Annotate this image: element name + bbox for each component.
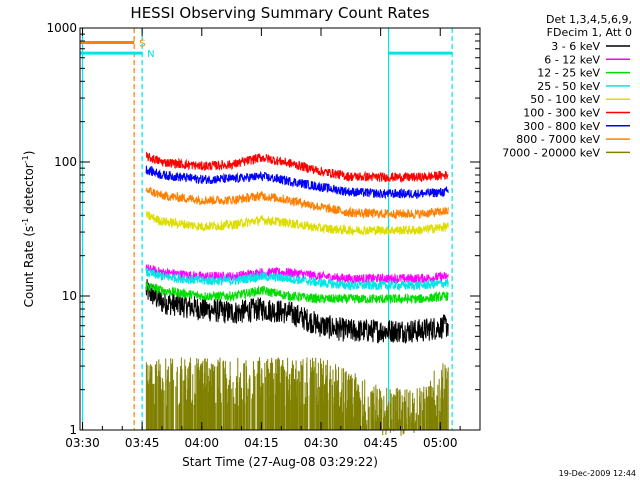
- series-2: [145, 281, 449, 305]
- legend-label: 800 - 7000 keV: [516, 133, 600, 146]
- legend-label: 300 - 800 keV: [523, 120, 600, 133]
- series-line: [145, 279, 449, 344]
- y-tick-label: 1: [69, 423, 77, 437]
- series-4: [145, 211, 449, 236]
- plot-frame: [79, 27, 481, 431]
- chart-title: HESSI Observing Summary Count Rates: [130, 4, 429, 22]
- y-tick-label: 100: [54, 155, 77, 169]
- series-line: [145, 151, 449, 183]
- flag-label: N: [147, 49, 154, 60]
- series-line: [145, 165, 449, 200]
- series-line: [145, 263, 449, 285]
- series-1: [145, 263, 449, 285]
- plot-area: SN: [80, 28, 453, 436]
- series-7: [145, 186, 449, 220]
- legend-label: 100 - 300 keV: [523, 107, 600, 120]
- x-tick-label: 04:15: [244, 436, 279, 450]
- flag-label: S: [139, 38, 145, 49]
- x-axis: 03:30 03:45 04:00 04:15 04:30 04:45 05:00: [65, 28, 461, 450]
- legend-label: 3 - 6 keV: [551, 40, 600, 53]
- series-3: [145, 268, 449, 292]
- y-tick-label: 10: [62, 289, 77, 303]
- series-line: [145, 281, 449, 305]
- series-line: [145, 211, 449, 236]
- legend-label: 12 - 25 keV: [537, 67, 600, 80]
- timestamp: 19-Dec-2009 12:44: [559, 469, 636, 478]
- x-tick-label: 04:45: [363, 436, 398, 450]
- series-6: [145, 165, 449, 200]
- legend-label: 50 - 100 keV: [530, 93, 600, 106]
- x-tick-label: 04:00: [184, 436, 219, 450]
- x-tick-label: 04:30: [304, 436, 339, 450]
- series-8: [145, 357, 449, 436]
- legend: Det 1,3,4,5,6,9,FDecim 1, Att 03 - 6 keV…: [502, 13, 632, 159]
- x-tick-label: 03:45: [125, 436, 160, 450]
- y-tick-label: 1000: [46, 21, 77, 35]
- legend-label: 25 - 50 keV: [537, 80, 600, 93]
- y-axis-label: Count Rate (s-1 detector-1): [21, 151, 36, 308]
- y-axis: 1 10 100 1000: [46, 21, 480, 437]
- legend-header: Det 1,3,4,5,6,9,: [546, 13, 632, 26]
- series-0: [145, 279, 449, 344]
- x-axis-label: Start Time (27-Aug-08 03:29:22): [182, 455, 378, 469]
- series-line: [145, 268, 449, 292]
- legend-header: FDecim 1, Att 0: [547, 26, 632, 39]
- x-tick-label: 03:30: [65, 436, 100, 450]
- x-tick-label: 05:00: [423, 436, 458, 450]
- series-5: [145, 151, 449, 183]
- series-line: [145, 186, 449, 220]
- legend-label: 7000 - 20000 keV: [502, 146, 600, 159]
- legend-label: 6 - 12 keV: [544, 53, 600, 66]
